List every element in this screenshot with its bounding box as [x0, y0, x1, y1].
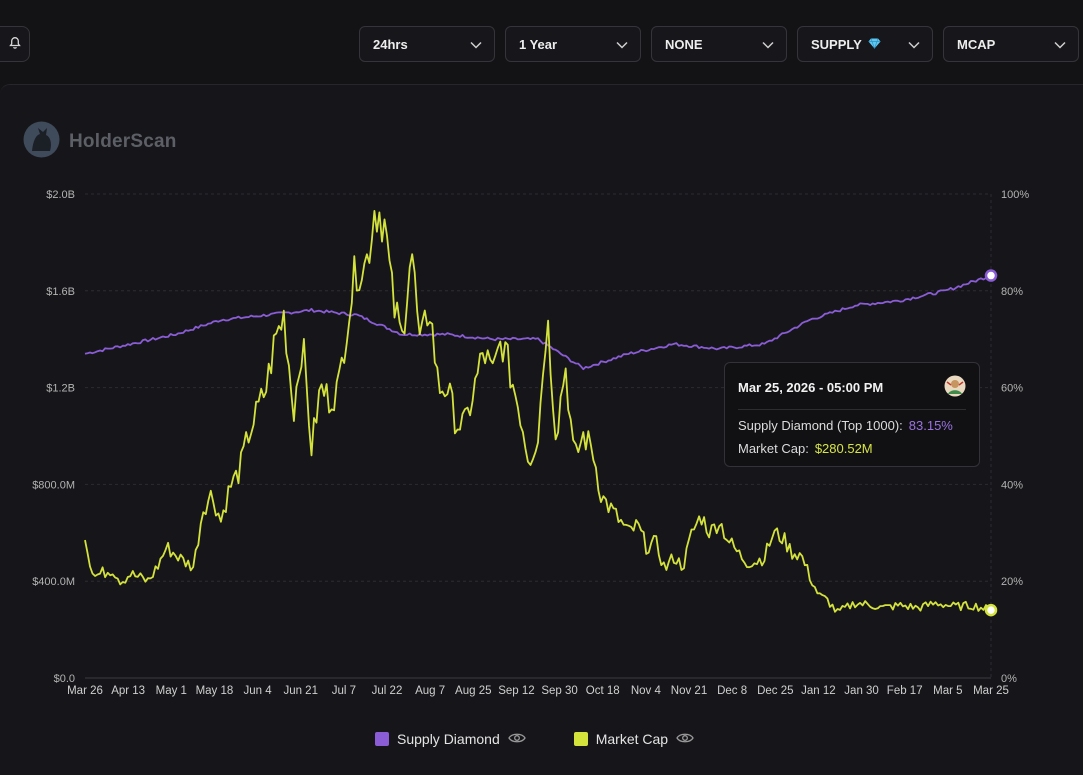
- overlay-dropdown[interactable]: MCAP: [943, 26, 1079, 62]
- x-tick-label: Mar 26: [67, 685, 103, 697]
- legend-swatch-mcap: [573, 732, 588, 746]
- y-right-tick-label: 100%: [1001, 189, 1029, 201]
- tooltip-mcap-value: $280.52M: [814, 441, 873, 456]
- legend-label-supply: Supply Diamond: [397, 731, 500, 747]
- y-left-tick-label: $800.0M: [32, 479, 75, 491]
- x-tick-label: Oct 18: [586, 685, 620, 697]
- chart-grid: [85, 193, 992, 679]
- tooltip-supply-value: 83.15%: [908, 418, 953, 433]
- x-tick-label: Mar 5: [933, 685, 962, 697]
- x-tick-label: Apr 13: [111, 685, 145, 697]
- bell-icon: [7, 34, 23, 55]
- x-tick-label: Jun 4: [244, 685, 273, 697]
- chevron-down-icon: [616, 37, 628, 52]
- x-tick-label: Aug 25: [455, 685, 491, 697]
- tooltip-header: Mar 25, 2026 - 05:00 PM: [738, 375, 966, 410]
- comparison-dropdown[interactable]: NONE: [651, 26, 787, 62]
- brand-watermark: HolderScan: [23, 121, 177, 163]
- range-dropdown[interactable]: 1 Year: [505, 26, 641, 62]
- y-left-tick-label: $400.0M: [32, 576, 75, 588]
- end-marker-supply-diamond: [984, 269, 998, 282]
- series-line-supply-diamond: [84, 274, 992, 371]
- chevron-down-icon: [908, 37, 920, 52]
- token-avatar-icon: [944, 375, 966, 400]
- chevron-down-icon: [1054, 37, 1066, 52]
- eye-icon[interactable]: [676, 731, 694, 747]
- filter-bar: 24hrs 1 Year NONE SUPPLY MCAP: [359, 26, 1079, 62]
- y-left-tick-label: $1.2B: [46, 383, 75, 395]
- x-tick-label: Dec 8: [717, 685, 747, 697]
- x-tick-label: May 18: [196, 685, 234, 697]
- x-tick-label: Dec 25: [757, 685, 793, 697]
- y-left-tick-label: $1.6B: [46, 286, 75, 298]
- overlay-label: MCAP: [957, 36, 996, 52]
- tooltip-supply-label: Supply Diamond (Top 1000):: [738, 418, 903, 433]
- metric-dropdown[interactable]: SUPPLY: [797, 26, 933, 62]
- timeframe-label: 24hrs: [373, 36, 408, 52]
- legend-supply-diamond[interactable]: Supply Diamond: [375, 731, 526, 747]
- y-left-tick-label: $0.0: [54, 673, 75, 685]
- series-lines: [84, 209, 992, 613]
- legend-label-mcap: Market Cap: [595, 731, 669, 747]
- x-tick-label: Mar 25: [973, 685, 1009, 697]
- brand-name: HolderScan: [69, 131, 177, 152]
- tooltip-date: Mar 25, 2026 - 05:00 PM: [738, 380, 884, 395]
- chart-legend: Supply Diamond Market Cap: [375, 731, 694, 747]
- notifications-button[interactable]: [0, 26, 30, 62]
- x-tick-label: Jan 12: [801, 685, 836, 697]
- x-tick-label: Jun 21: [283, 685, 318, 697]
- x-tick-label: Aug 7: [415, 685, 445, 697]
- x-tick-label: May 1: [156, 685, 187, 697]
- cat-logo-icon: [23, 121, 60, 163]
- chevron-down-icon: [762, 37, 774, 52]
- end-markers: [984, 269, 998, 617]
- y-axis-left: $0.0 $400.0M $800.0M $1.2B $1.6B $2.0B: [32, 189, 75, 685]
- y-right-tick-label: 60%: [1001, 383, 1023, 395]
- x-axis: Mar 26 Apr 13 May 1 May 18 Jun 4 Jun 21 Jul 7 J…: [67, 685, 1009, 697]
- x-tick-label: Jan 30: [844, 685, 879, 697]
- tooltip-supply-row: Supply Diamond (Top 1000): 83.15%: [738, 418, 966, 433]
- chart-tooltip: Mar 25, 2026 - 05:00 PM Supply Diamond (…: [724, 362, 980, 467]
- legend-swatch-supply: [375, 732, 389, 746]
- series-line-market-cap: [84, 209, 992, 613]
- y-left-tick-label: $2.0B: [46, 189, 75, 201]
- metric-label: SUPPLY: [811, 36, 862, 52]
- diamond-icon: [868, 37, 881, 52]
- x-tick-label: Nov 4: [631, 685, 662, 697]
- x-tick-label: Jul 22: [372, 685, 403, 697]
- tooltip-mcap-row: Market Cap: $280.52M: [738, 441, 966, 456]
- chevron-down-icon: [470, 37, 482, 52]
- end-marker-market-cap: [984, 603, 998, 617]
- comparison-label: NONE: [665, 36, 703, 52]
- timeframe-dropdown[interactable]: 24hrs: [359, 26, 495, 62]
- x-tick-label: Feb 17: [887, 685, 923, 697]
- y-right-tick-label: 40%: [1001, 479, 1023, 491]
- x-tick-label: Sep 30: [541, 685, 577, 697]
- eye-icon[interactable]: [507, 731, 526, 747]
- y-right-tick-label: 80%: [1001, 286, 1023, 298]
- x-tick-label: Nov 21: [671, 685, 707, 697]
- x-tick-label: Sep 12: [498, 685, 534, 697]
- range-label: 1 Year: [519, 36, 558, 52]
- y-axis-right: 0% 20% 40% 60% 80% 100%: [1001, 189, 1029, 685]
- y-right-tick-label: 20%: [1001, 576, 1023, 588]
- tooltip-mcap-label: Market Cap:: [738, 441, 809, 456]
- legend-market-cap[interactable]: Market Cap: [573, 731, 694, 747]
- y-right-tick-label: 0%: [1001, 673, 1017, 685]
- x-tick-label: Jul 7: [332, 685, 356, 697]
- line-chart: $0.0 $400.0M $800.0M $1.2B $1.6B $2.0B 0% 20% 4…: [32, 189, 1029, 697]
